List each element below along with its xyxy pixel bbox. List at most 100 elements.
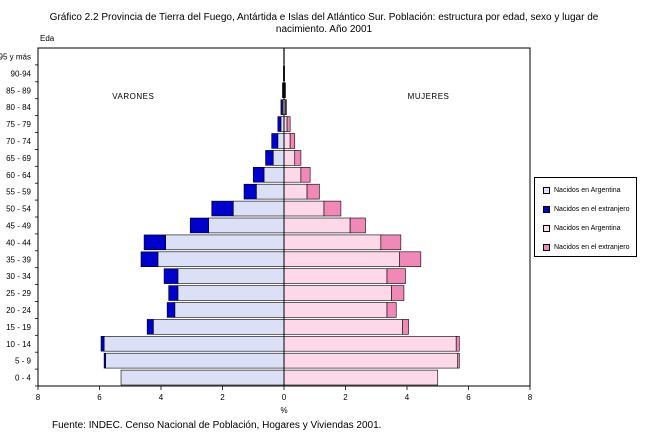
bar-varones-extranjero bbox=[166, 302, 176, 318]
y-axis-label: Eda bbox=[40, 34, 55, 43]
bar-varones-argentina bbox=[157, 251, 285, 267]
bar-varones-argentina bbox=[105, 352, 285, 369]
bar-varones-extranjero bbox=[271, 133, 279, 149]
age-group-label: 35 - 39 bbox=[6, 255, 31, 264]
x-tick-label: 6 bbox=[466, 393, 471, 402]
bar-mujeres-extranjero bbox=[286, 116, 291, 132]
x-tick-label: 4 bbox=[159, 393, 164, 402]
bar-mujeres-extranjero bbox=[386, 268, 406, 284]
bar-mujeres-extranjero bbox=[284, 82, 286, 98]
bar-varones-extranjero bbox=[100, 336, 105, 352]
bar-mujeres-argentina bbox=[283, 234, 382, 251]
x-tick-label: 8 bbox=[528, 393, 533, 402]
bar-mujeres-argentina bbox=[283, 167, 302, 183]
chart-title: Gráfico 2.2 Provincia de Tierra del Fueg… bbox=[40, 12, 608, 36]
legend-label: Nacidos en el extranjero bbox=[554, 206, 630, 213]
bar-mujeres-extranjero bbox=[285, 99, 287, 115]
bar-mujeres-extranjero bbox=[323, 200, 342, 217]
bar-mujeres-argentina bbox=[283, 352, 459, 369]
bar-varones-argentina bbox=[177, 268, 285, 284]
chart-title-line1: Gráfico 2.2 Provincia de Tierra del Fueg… bbox=[49, 12, 599, 23]
label-mujeres: MUJERES bbox=[408, 92, 450, 101]
bar-varones-argentina bbox=[153, 319, 285, 335]
chart-title-line2: nacimiento. Año 2001 bbox=[275, 24, 373, 35]
bar-mujeres-extranjero bbox=[306, 183, 320, 200]
age-group-label: 5 - 9 bbox=[15, 357, 32, 366]
x-tick-label: 2 bbox=[220, 393, 225, 402]
legend-swatch bbox=[543, 187, 550, 194]
bar-varones-extranjero bbox=[280, 99, 283, 115]
bar-mujeres-argentina bbox=[283, 285, 392, 301]
age-group-label: 40 - 44 bbox=[6, 238, 31, 247]
x-axis-label: % bbox=[280, 406, 287, 415]
age-group-label: 20 - 24 bbox=[6, 306, 31, 315]
age-group-label: 15 - 19 bbox=[6, 323, 31, 332]
bar-mujeres-extranjero bbox=[402, 319, 409, 335]
bar-mujeres-extranjero bbox=[289, 133, 296, 149]
age-group-label: 55 - 59 bbox=[6, 188, 31, 197]
age-group-label: 60 - 64 bbox=[6, 171, 31, 180]
chart-legend: Nacidos en Argentina Nacidos en el extran… bbox=[534, 177, 637, 257]
bar-varones-argentina bbox=[103, 336, 285, 352]
bar-mujeres-extranjero bbox=[455, 336, 460, 352]
age-group-label: 25 - 29 bbox=[6, 289, 31, 298]
bar-varones-extranjero bbox=[168, 285, 179, 301]
age-group-label: 0 - 4 bbox=[15, 374, 32, 383]
age-group-label: 85 - 89 bbox=[6, 86, 31, 95]
x-tick-label: 8 bbox=[36, 393, 41, 402]
bar-mujeres-argentina bbox=[283, 200, 325, 217]
bar-varones-extranjero bbox=[243, 183, 257, 200]
legend-swatch bbox=[543, 206, 550, 213]
legend-swatch bbox=[543, 244, 550, 251]
bar-mujeres-extranjero bbox=[349, 217, 366, 234]
bar-mujeres-argentina bbox=[283, 319, 403, 335]
age-group-label: 95 y más bbox=[0, 52, 31, 61]
bar-varones-extranjero bbox=[277, 116, 282, 132]
label-varones: VARONES bbox=[112, 92, 154, 101]
legend-label: Nacidos en Argentina bbox=[554, 187, 621, 194]
bar-varones-argentina bbox=[272, 150, 285, 166]
age-group-label: 30 - 34 bbox=[6, 272, 31, 281]
bar-mujeres-extranjero bbox=[391, 285, 405, 301]
legend-item: Nacidos en el extranjero bbox=[543, 200, 636, 219]
x-tick-label: 0 bbox=[282, 393, 287, 402]
legend-item: Nacidos en el extranjero bbox=[543, 238, 636, 257]
bar-mujeres-extranjero bbox=[380, 234, 402, 251]
legend-item: Nacidos en Argentina bbox=[543, 181, 636, 200]
bar-mujeres-argentina bbox=[283, 133, 291, 149]
bar-varones-argentina bbox=[232, 200, 285, 217]
bar-varones-argentina bbox=[120, 369, 285, 386]
bar-varones-argentina bbox=[165, 234, 285, 251]
bar-mujeres-extranjero bbox=[386, 302, 397, 318]
age-group-label: 45 - 49 bbox=[6, 221, 31, 230]
bar-varones-extranjero bbox=[140, 251, 159, 267]
legend-label: Nacidos en el extranjero bbox=[554, 244, 630, 251]
bar-mujeres-argentina bbox=[283, 302, 388, 318]
bar-mujeres-extranjero bbox=[399, 251, 422, 267]
bar-varones-extranjero bbox=[211, 200, 234, 217]
x-tick-label: 6 bbox=[97, 393, 102, 402]
bar-varones-argentina bbox=[177, 285, 285, 301]
bar-varones-extranjero bbox=[189, 217, 209, 234]
age-group-label: 10 - 14 bbox=[6, 340, 31, 349]
bar-mujeres-extranjero bbox=[457, 352, 460, 369]
bar-mujeres-argentina bbox=[283, 268, 388, 284]
bar-varones-argentina bbox=[277, 133, 285, 149]
legend-swatch bbox=[543, 225, 550, 232]
bar-varones-extranjero bbox=[103, 352, 106, 369]
age-group-label: 65 - 69 bbox=[6, 154, 31, 163]
bar-mujeres-argentina bbox=[283, 217, 351, 234]
bar-mujeres-extranjero bbox=[294, 150, 302, 166]
age-group-label: 75 - 79 bbox=[6, 120, 31, 129]
x-tick-label: 2 bbox=[343, 393, 348, 402]
source-note: Fuente: INDEC. Censo Nacional de Poblaci… bbox=[52, 420, 382, 431]
age-group-label: 50 - 54 bbox=[6, 205, 31, 214]
bar-varones-extranjero bbox=[252, 167, 265, 183]
age-group-label: 80 - 84 bbox=[6, 103, 31, 112]
legend-label: Nacidos en Argentina bbox=[554, 225, 621, 232]
bar-varones-extranjero bbox=[265, 150, 274, 166]
age-group-label: 70 - 74 bbox=[6, 137, 31, 146]
legend-item: Nacidos en Argentina bbox=[543, 219, 636, 238]
bar-mujeres-argentina bbox=[283, 369, 439, 386]
